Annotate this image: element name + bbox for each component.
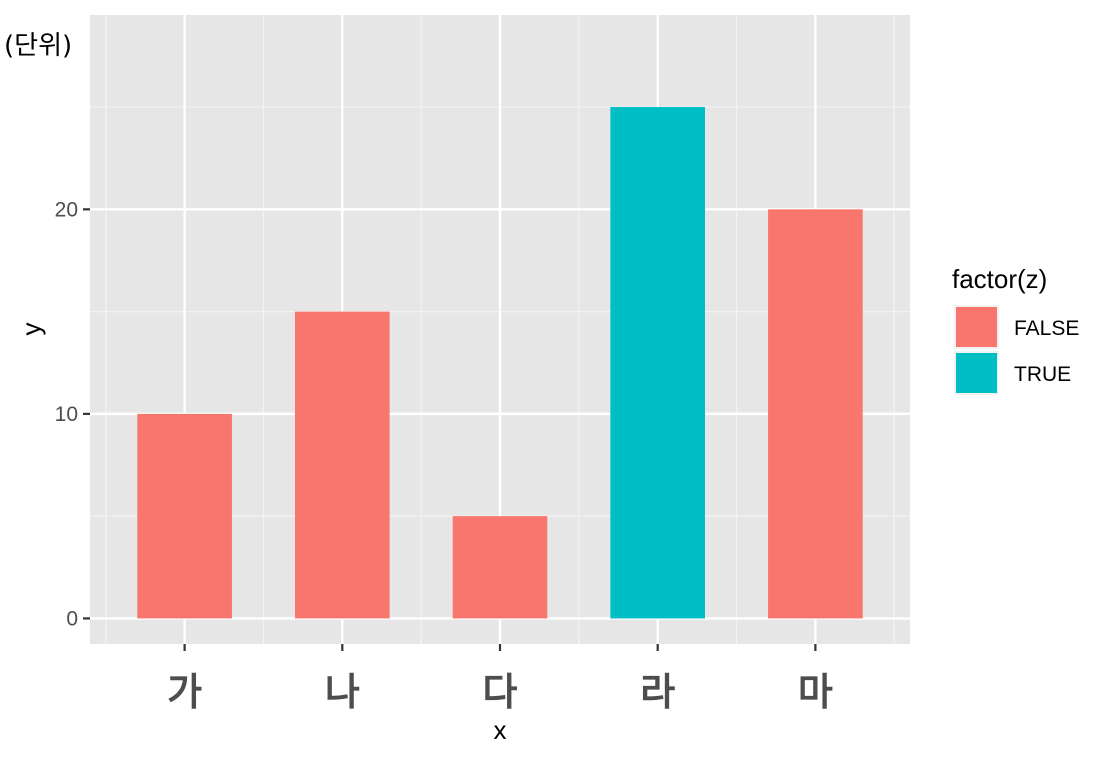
x-axis-title: x <box>494 715 507 745</box>
legend-swatch <box>956 307 997 347</box>
legend-title: factor(z) <box>952 264 1047 294</box>
legend-label: TRUE <box>1014 363 1071 386</box>
x-tick-label: 마 <box>798 670 833 714</box>
y-axis-title: y <box>16 323 46 336</box>
legend-label: FALSE <box>1014 317 1079 340</box>
y-tick-label: 0 <box>66 607 78 630</box>
y-axis: 0 10 20 <box>55 198 90 630</box>
x-tick-label: 나 <box>325 670 360 714</box>
bar <box>768 209 863 619</box>
y-tick-label: 10 <box>55 403 78 426</box>
x-tick-label: 가 <box>167 670 202 714</box>
bar <box>295 311 390 619</box>
x-tick-label: 라 <box>640 670 675 714</box>
y-tick-label: 20 <box>55 198 78 221</box>
bars <box>137 107 863 619</box>
bar <box>452 516 548 619</box>
legend-swatch <box>956 353 997 393</box>
legend: factor(z) FALSE TRUE <box>952 264 1079 395</box>
bar <box>610 107 705 619</box>
bar <box>137 413 232 619</box>
unit-annotation: (단위) <box>4 31 72 61</box>
x-tick-label: 다 <box>483 670 518 714</box>
